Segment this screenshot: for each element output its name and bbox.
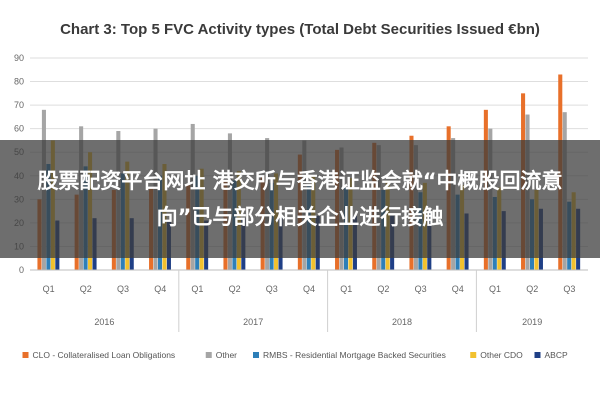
x-tick-label: Q4 bbox=[452, 284, 464, 294]
legend-swatch bbox=[22, 352, 29, 358]
x-tick-label: Q3 bbox=[415, 284, 427, 294]
legend-label: ABCP bbox=[545, 350, 568, 360]
x-tick-label: Q1 bbox=[43, 284, 55, 294]
legend-swatch bbox=[253, 352, 259, 358]
x-tick-label: Q4 bbox=[303, 284, 315, 294]
y-tick-label: 90 bbox=[14, 53, 24, 63]
y-tick-label: 70 bbox=[14, 100, 24, 110]
x-tick-label: Q1 bbox=[340, 284, 352, 294]
x-tick-label: Q3 bbox=[117, 284, 129, 294]
x-tick-label: Q3 bbox=[266, 284, 278, 294]
y-tick-label: 80 bbox=[14, 77, 24, 87]
x-tick-label: Q2 bbox=[526, 284, 538, 294]
y-tick-label: 60 bbox=[14, 124, 24, 134]
y-tick-label: 0 bbox=[19, 265, 24, 275]
legend-swatch bbox=[470, 352, 477, 358]
x-tick-label: Q1 bbox=[191, 284, 203, 294]
year-group-label: 2016 bbox=[94, 317, 114, 327]
year-group-label: 2017 bbox=[243, 317, 263, 327]
legend-label: Other CDO bbox=[480, 350, 523, 360]
legend: CLO - Collateralised Loan Obligations Oth… bbox=[22, 350, 568, 360]
legend-swatch bbox=[205, 352, 212, 358]
legend-swatch bbox=[534, 352, 541, 358]
headline-banner: 股票配资平台网址 港交所与香港证监会就“中概股回流意向”已与部分相关企业进行接触 bbox=[0, 140, 600, 258]
x-tick-label: Q2 bbox=[377, 284, 389, 294]
year-group-label: 2019 bbox=[522, 317, 542, 327]
x-tick-label: Q3 bbox=[563, 284, 575, 294]
x-tick-label: Q2 bbox=[229, 284, 241, 294]
headline-text: 股票配资平台网址 港交所与香港证监会就“中概股回流意向”已与部分相关企业进行接触 bbox=[37, 169, 563, 229]
legend-label: CLO - Collateralised Loan Obligations bbox=[33, 350, 176, 360]
x-tick-label: Q2 bbox=[80, 284, 92, 294]
x-tick-label: Q1 bbox=[489, 284, 501, 294]
chart-title: Chart 3: Top 5 FVC Activity types (Total… bbox=[60, 21, 540, 38]
legend-label: RMBS - Residential Mortgage Backed Secur… bbox=[263, 350, 446, 360]
legend-label: Other bbox=[216, 350, 237, 360]
x-axis-ticks: Q1 Q2 Q3 Q4 Q1 Q2 Q3 Q4 Q1 Q2 Q3 Q4 Q1 Q2 Q3 2016 2017 20… bbox=[30, 269, 588, 332]
year-group-label: 2018 bbox=[392, 317, 412, 327]
x-tick-label: Q4 bbox=[154, 284, 166, 294]
